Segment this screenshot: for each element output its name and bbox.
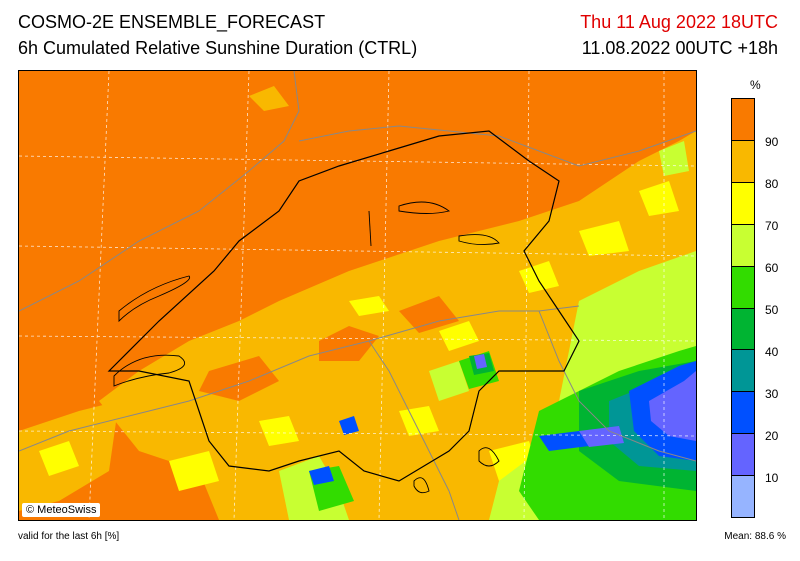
map-canvas bbox=[19, 71, 696, 520]
country-borders bbox=[19, 71, 696, 520]
run-info: 11.08.2022 00UTC +18h bbox=[581, 38, 778, 58]
legend-box-10-20 bbox=[732, 434, 754, 477]
legend-box-0-10 bbox=[732, 476, 754, 518]
legend-tick: 30 bbox=[765, 387, 779, 401]
legend-box-80-90 bbox=[732, 140, 754, 183]
field-70-80 bbox=[39, 181, 679, 491]
map-title: COSMO-2E ENSEMBLE_FORECAST bbox=[18, 12, 326, 32]
legend-box-20-30 bbox=[732, 392, 754, 435]
map-subtitle: 6h Cumulated Relative Sunshine Duration … bbox=[18, 38, 418, 58]
copyright-label: © MeteoSwiss bbox=[22, 503, 101, 517]
color-legend bbox=[731, 98, 755, 518]
lakes bbox=[113, 201, 500, 494]
legend-box-70-80 bbox=[732, 182, 754, 225]
legend-box-30-40 bbox=[732, 350, 754, 393]
field-10-20 bbox=[474, 354, 696, 447]
legend-tick: 40 bbox=[765, 345, 779, 359]
legend-box-40-50 bbox=[732, 308, 754, 351]
sunshine-map: © MeteoSwiss bbox=[18, 70, 697, 521]
legend-tick: 10 bbox=[765, 471, 779, 485]
swiss-border bbox=[107, 130, 580, 482]
legend-box-90-100 bbox=[732, 99, 754, 141]
mean-value: Mean: 88.6 % bbox=[724, 531, 786, 542]
legend-tick: 90 bbox=[765, 135, 779, 149]
legend-tick: 50 bbox=[765, 303, 779, 317]
legend-tick: 60 bbox=[765, 261, 779, 275]
valid-time: Thu 11 Aug 2022 18UTC bbox=[580, 12, 778, 32]
legend-box-60-70 bbox=[732, 224, 754, 267]
legend-tick: 20 bbox=[765, 429, 779, 443]
legend-tick: 80 bbox=[765, 177, 779, 191]
legend-unit: % bbox=[750, 78, 761, 92]
legend-tick: 70 bbox=[765, 219, 779, 233]
legend-box-50-60 bbox=[732, 266, 754, 309]
validity-note: valid for the last 6h [%] bbox=[18, 531, 120, 542]
